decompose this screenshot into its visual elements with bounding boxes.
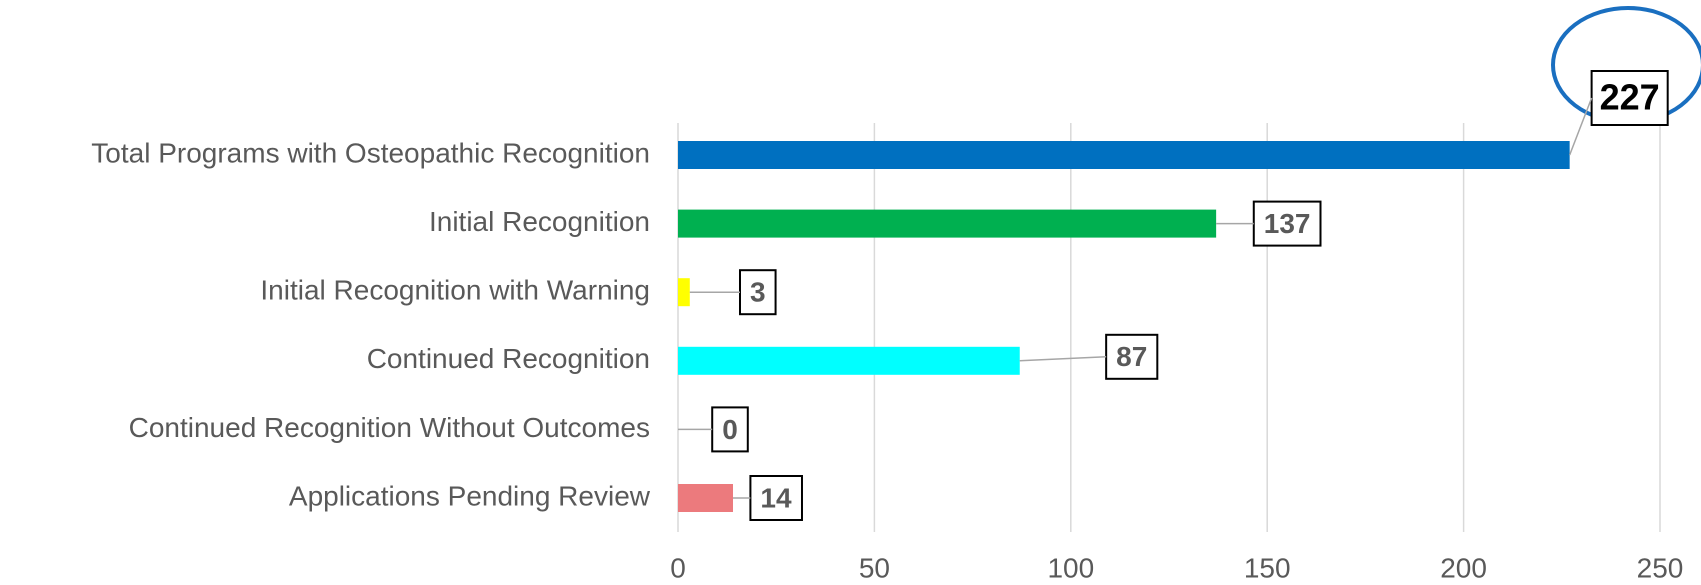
- data-label-box: [738, 269, 777, 316]
- data-label-box: [1252, 200, 1322, 247]
- bar: [678, 278, 690, 307]
- grid: [677, 123, 1661, 532]
- y-tick-label: Applications Pending Review: [289, 480, 651, 511]
- bar: [678, 209, 1217, 238]
- bar: [678, 484, 733, 512]
- x-tick-label: 100: [1047, 552, 1094, 583]
- data-label: 0: [722, 414, 738, 445]
- data-label-box: [1105, 333, 1159, 380]
- x-tick-label: 50: [859, 552, 890, 583]
- x-tick-label: 200: [1440, 552, 1487, 583]
- x-tick-label: 0: [670, 552, 686, 583]
- y-tick-label: Initial Recognition with Warning: [260, 275, 650, 306]
- data-label: 3: [750, 277, 766, 308]
- bar: [678, 346, 1020, 375]
- leader-line: [1568, 97, 1593, 156]
- data-label: 227: [1600, 77, 1660, 118]
- x-tick-label: 250: [1637, 552, 1684, 583]
- y-tick-label: Continued Recognition Without Outcomes: [129, 412, 650, 443]
- bar: [678, 141, 1570, 169]
- x-tick-label: 150: [1244, 552, 1291, 583]
- y-tick-label: Continued Recognition: [367, 343, 650, 374]
- data-label: 87: [1116, 341, 1147, 372]
- y-tick-label: Total Programs with Osteopathic Recognit…: [91, 137, 650, 168]
- y-tick-label: Initial Recognition: [429, 206, 650, 237]
- data-label: 14: [760, 482, 792, 513]
- leader-line: [1019, 356, 1107, 362]
- data-label: 137: [1264, 208, 1311, 239]
- data-label-box: [711, 406, 749, 453]
